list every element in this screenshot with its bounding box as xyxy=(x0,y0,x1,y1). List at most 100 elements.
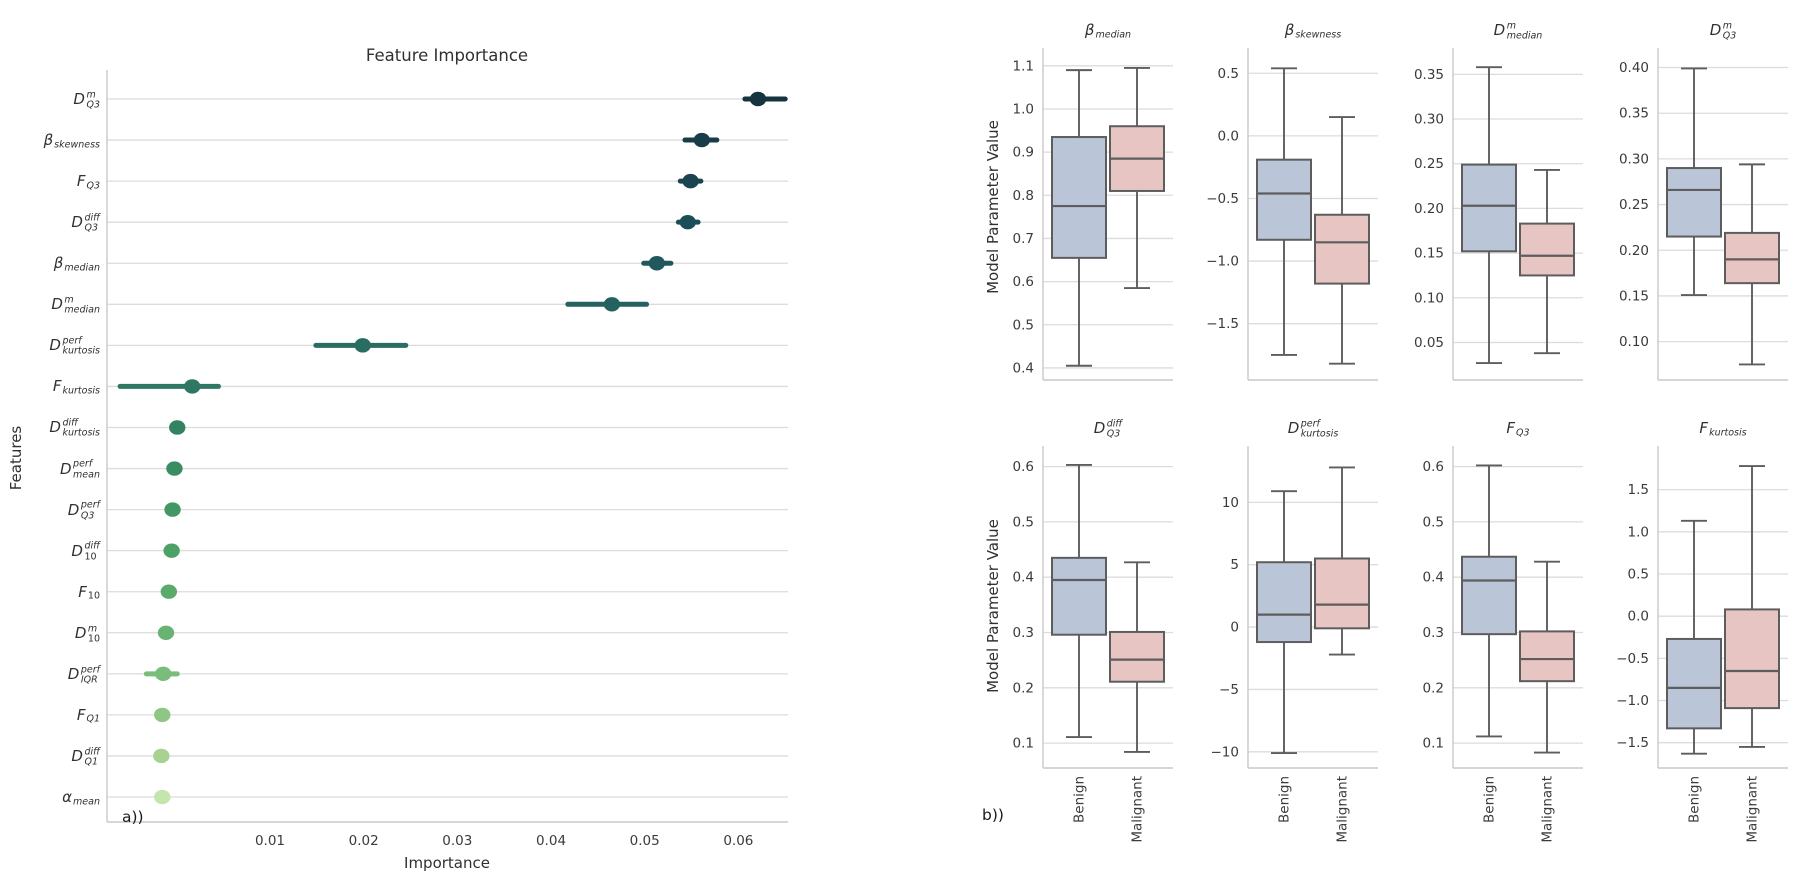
box-malignant xyxy=(1109,67,1165,290)
y-tick-label: 0.10 xyxy=(1414,290,1444,306)
y-tick-label: 0.35 xyxy=(1619,106,1649,122)
y-tick-label: 0.1 xyxy=(1423,736,1444,752)
importance-point xyxy=(675,214,701,230)
category-tick-label: Benign xyxy=(1482,776,1498,823)
y-tick-label: 0.10 xyxy=(1619,334,1649,350)
x-tick-label: 0.04 xyxy=(536,833,566,849)
box-iqr xyxy=(1724,231,1780,285)
box-benign xyxy=(1256,67,1312,356)
box-iqr xyxy=(1461,555,1517,636)
y-tick-label: 0.4 xyxy=(1423,570,1444,586)
boxplot-subplot: 1.1 1.0 0.9 0.8 0.7 0.6 0.5 0.4 xyxy=(1013,48,1173,381)
y-tick-label: 0.25 xyxy=(1414,156,1444,172)
importance-dot xyxy=(154,789,171,805)
panel-b-marker: b)) xyxy=(982,806,1004,824)
importance-dot xyxy=(157,625,175,640)
y-tick-label: 0.4 xyxy=(1013,360,1034,376)
importance-dot xyxy=(693,132,711,148)
y-tick-label: 1.5 xyxy=(1628,482,1649,498)
box-iqr xyxy=(1109,630,1165,683)
panel-a-ylabel: Features xyxy=(7,425,25,491)
panel-b-ylabel-row2: Model Parameter Value xyxy=(984,519,1002,693)
box-iqr xyxy=(1256,561,1312,644)
importance-dot xyxy=(164,502,181,517)
boxplot-subplot: 10 5 0 −5 −10 Benign Malignant xyxy=(1211,446,1378,843)
importance-point xyxy=(154,789,171,805)
y-tick-label: 0.5 xyxy=(1218,66,1239,82)
box-malignant xyxy=(1724,163,1780,366)
y-tick-label: 1.1 xyxy=(1013,58,1034,74)
y-tick-label: 0.25 xyxy=(1619,197,1649,213)
y-tick-label: 0.1 xyxy=(1013,736,1034,752)
box-benign xyxy=(1666,519,1722,755)
box-benign xyxy=(1051,69,1107,367)
y-tick-label: 1.0 xyxy=(1013,101,1034,117)
y-tick-label: 0.4 xyxy=(1013,570,1034,586)
x-tick-label: 0.05 xyxy=(630,833,660,849)
y-tick-label: −1.0 xyxy=(1616,693,1649,709)
y-tick-label: 0.6 xyxy=(1013,459,1034,475)
importance-point xyxy=(742,91,788,107)
box-benign xyxy=(1666,67,1722,296)
y-tick-label: −0.5 xyxy=(1616,651,1649,667)
importance-dot xyxy=(603,297,621,312)
importance-point xyxy=(677,173,704,189)
panel-a-title: Feature Importance xyxy=(365,46,529,65)
y-tick-label: 0.30 xyxy=(1414,112,1444,128)
importance-dot xyxy=(679,214,696,230)
importance-dot xyxy=(160,584,178,599)
box-iqr xyxy=(1051,136,1107,259)
y-tick-label: 0.7 xyxy=(1013,231,1034,247)
y-tick-label: −5 xyxy=(1219,682,1239,698)
boxplot-subplot: 0.35 0.30 0.25 0.20 0.15 0.10 0.05 xyxy=(1414,48,1583,381)
box-iqr xyxy=(1666,637,1722,730)
y-tick-label: 0.2 xyxy=(1423,680,1444,696)
y-tick-label: 0.9 xyxy=(1013,145,1034,161)
panel-a-marker: a)) xyxy=(122,808,144,826)
importance-point xyxy=(163,543,180,558)
box-malignant xyxy=(1724,465,1780,748)
box-iqr xyxy=(1051,556,1107,636)
box-iqr xyxy=(1519,630,1575,683)
category-tick-label: Malignant xyxy=(1745,776,1761,843)
y-tick-label: 1.0 xyxy=(1628,524,1649,540)
importance-point xyxy=(153,748,170,764)
boxplot-subplot: 0.6 0.5 0.4 0.3 0.2 0.1 Benign Malignant xyxy=(1423,446,1583,843)
importance-point xyxy=(143,666,180,682)
x-tick-label: 0.06 xyxy=(723,833,753,849)
x-tick-label: 0.02 xyxy=(349,833,379,849)
panel-b-ylabel-row1: Model Parameter Value xyxy=(984,120,1002,294)
y-tick-label: −0.5 xyxy=(1206,191,1239,207)
boxplot-subplot: 0.5 0.0 −0.5 −1.0 −1.5 xyxy=(1206,48,1378,381)
boxplot-subplot: 0.6 0.5 0.4 0.3 0.2 0.1 Benign Malignant xyxy=(1013,446,1173,843)
x-tick-label: 0.03 xyxy=(442,833,472,849)
panel-a-xlabel: Importance xyxy=(404,854,490,872)
importance-dot xyxy=(166,461,183,476)
y-tick-label: 0.5 xyxy=(1013,317,1034,333)
importance-point xyxy=(157,625,175,640)
box-iqr xyxy=(1724,608,1780,710)
y-tick-label: 0.8 xyxy=(1013,188,1034,204)
y-tick-label: 0.20 xyxy=(1414,201,1444,217)
box-iqr xyxy=(1519,222,1575,277)
importance-point xyxy=(117,379,221,394)
y-tick-label: 0.35 xyxy=(1414,67,1444,83)
boxplot-subplot: 0.40 0.35 0.30 0.25 0.20 0.15 0.10 xyxy=(1619,48,1788,381)
box-malignant xyxy=(1314,466,1370,656)
box-benign xyxy=(1051,463,1107,738)
category-tick-label: Benign xyxy=(1687,776,1703,823)
category-tick-label: Benign xyxy=(1072,776,1088,823)
box-malignant xyxy=(1109,561,1165,753)
y-tick-label: 0.6 xyxy=(1423,459,1444,475)
y-tick-label: 0 xyxy=(1230,620,1239,636)
importance-point xyxy=(154,707,171,723)
category-tick-label: Benign xyxy=(1277,776,1293,823)
y-tick-label: 10 xyxy=(1222,495,1239,511)
y-tick-label: −10 xyxy=(1211,744,1240,760)
y-tick-label: 0.2 xyxy=(1013,680,1034,696)
importance-dot xyxy=(169,420,186,435)
y-tick-label: −1.0 xyxy=(1206,254,1239,270)
y-tick-label: 0.0 xyxy=(1628,609,1649,625)
box-malignant xyxy=(1314,116,1370,365)
importance-dot xyxy=(153,748,170,764)
